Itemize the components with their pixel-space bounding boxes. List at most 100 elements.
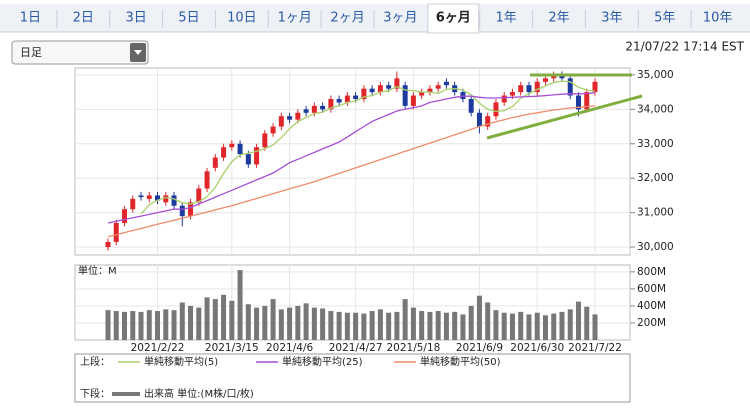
tab-label[interactable]: 3ヶ月	[383, 11, 417, 26]
tab-label[interactable]: 1年	[496, 11, 517, 26]
y-tick-label: 200M	[637, 317, 666, 329]
y-tick-label: 32,000	[637, 172, 674, 184]
volume-bar	[526, 314, 532, 340]
tab[interactable]	[110, 6, 162, 31]
y-tick-label: 30,000	[637, 241, 674, 253]
candle-body	[270, 126, 276, 134]
volume-bar	[336, 311, 342, 340]
tab-label[interactable]: 2日	[73, 11, 94, 26]
candle-body	[311, 105, 317, 113]
volume-bar	[509, 313, 515, 340]
volume-bar	[377, 309, 383, 340]
tab-label[interactable]: 1ヶ月	[278, 11, 312, 26]
candle-body	[262, 133, 268, 148]
candle-body	[493, 102, 499, 117]
x-tick-label: 2021/7/22	[568, 342, 622, 354]
tab[interactable]	[322, 6, 373, 31]
volume-bar	[287, 307, 293, 340]
candle-body	[303, 109, 309, 113]
y-tick-label: 35,000	[637, 69, 674, 81]
volume-bar	[584, 306, 590, 340]
tab[interactable]	[533, 6, 585, 31]
candle-body	[419, 92, 425, 96]
volume-bar	[567, 309, 573, 340]
candle-body	[559, 74, 565, 79]
volume-bar	[402, 299, 408, 340]
tab[interactable]	[639, 6, 691, 31]
candle-body	[105, 241, 111, 248]
dropdown[interactable]	[11, 40, 149, 65]
candle-body	[196, 188, 202, 203]
tab[interactable]	[216, 6, 268, 31]
tab-label[interactable]: 2ヶ月	[330, 11, 364, 26]
tab-label[interactable]: 3日	[126, 11, 147, 26]
tab[interactable]	[692, 6, 743, 31]
volume-bar	[122, 311, 128, 340]
volume-bar	[221, 294, 227, 340]
legend-label: 出来高 単位:(M株/口/枚)	[144, 387, 254, 400]
tab[interactable]	[269, 6, 321, 31]
candle-body	[146, 195, 152, 199]
candle-body	[163, 195, 169, 203]
tab-label[interactable]: 2年	[548, 11, 569, 26]
volume-bar	[196, 307, 202, 340]
candle-body	[551, 74, 557, 79]
tab-label[interactable]: 10日	[227, 11, 257, 26]
volume-bar	[254, 307, 260, 340]
tab[interactable]	[57, 6, 109, 31]
tab[interactable]	[163, 6, 215, 31]
y-tick-label: 34,000	[637, 103, 674, 115]
volume-bar	[171, 310, 177, 340]
candle-body	[353, 95, 359, 99]
tab-label[interactable]: 10年	[703, 11, 733, 26]
candle-body	[435, 85, 441, 89]
volume-bar	[212, 299, 218, 340]
candle-body	[410, 95, 416, 106]
volume-bar	[237, 270, 243, 340]
candle-body	[113, 222, 119, 242]
legend-lower: 下段：	[80, 387, 110, 400]
candle-body	[229, 143, 235, 148]
candle-body	[386, 85, 392, 89]
candle-body	[567, 78, 573, 96]
volume-bar	[518, 311, 524, 340]
volume-bar	[419, 311, 425, 340]
volume-bar	[460, 314, 466, 340]
volume-bar	[427, 311, 433, 340]
volume-bar	[295, 305, 301, 340]
volume-bar	[410, 307, 416, 340]
candle-body	[295, 112, 301, 120]
tab[interactable]	[586, 6, 638, 31]
candle-body	[179, 205, 185, 217]
volume-bar	[575, 301, 581, 340]
volume-bar	[311, 307, 317, 340]
candle-body	[427, 88, 433, 93]
tab-label[interactable]: 1日	[20, 11, 41, 26]
x-tick-label: 2021/5/18	[386, 342, 440, 354]
tab-label[interactable]: 5日	[178, 11, 199, 26]
tab[interactable]	[5, 6, 56, 31]
candle-body	[526, 85, 532, 93]
volume-bar	[542, 315, 548, 340]
volume-bar	[476, 295, 482, 340]
x-tick-label: 2021/4/27	[329, 342, 383, 354]
tab-label[interactable]: 3年	[601, 11, 622, 26]
volume-bar	[394, 311, 400, 340]
tab[interactable]	[427, 3, 480, 34]
tab-label[interactable]: 6ヶ月	[436, 11, 471, 26]
volume-bar	[361, 313, 367, 340]
legend-upper: 上段：	[80, 355, 110, 368]
volume-bar	[501, 312, 507, 340]
marks	[105, 71, 598, 340]
dropdown-label[interactable]: 日足	[20, 46, 42, 59]
volume-bar	[452, 311, 458, 340]
candle-body	[171, 195, 177, 206]
tab-label[interactable]: 5年	[654, 11, 675, 26]
volume-bar	[262, 305, 268, 340]
legend-label: 単純移動平均(25)	[282, 355, 363, 368]
tab[interactable]	[480, 6, 532, 31]
volume-bar	[559, 311, 565, 340]
tab[interactable]	[375, 6, 426, 31]
volume-bar	[443, 312, 449, 340]
candle-body	[122, 209, 128, 223]
